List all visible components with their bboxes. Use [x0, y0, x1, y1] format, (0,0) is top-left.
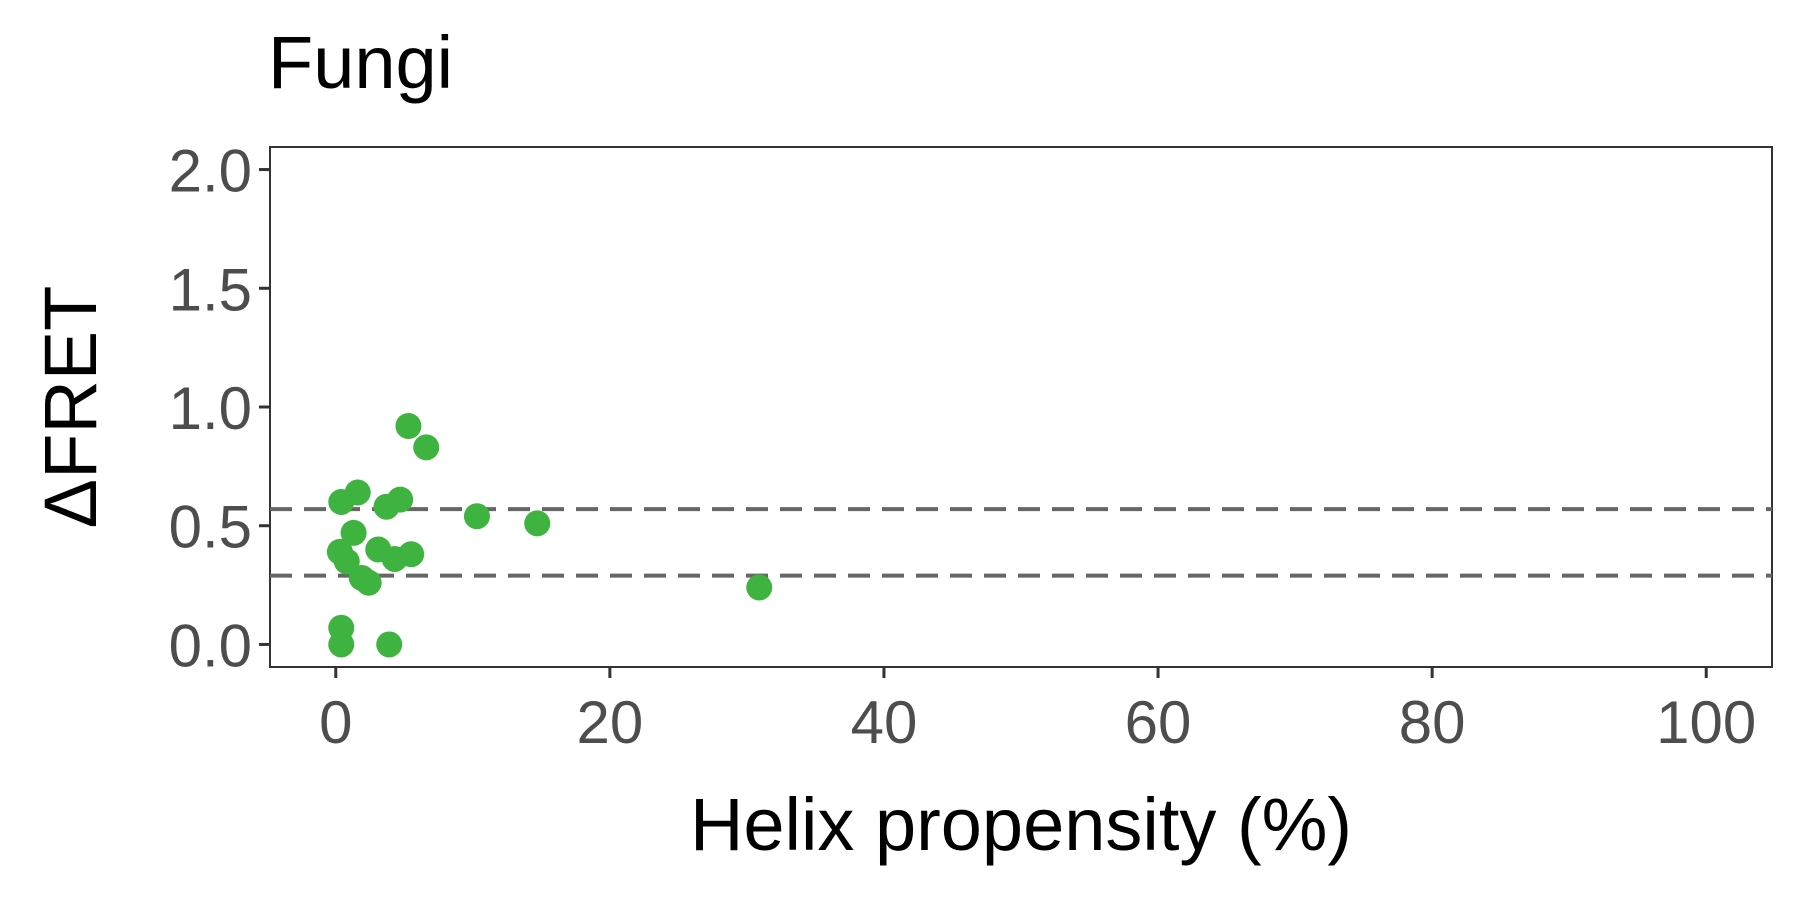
- y-tick-label-4: 2.0: [169, 138, 252, 205]
- data-point-16: [746, 574, 773, 601]
- reference-lines: [270, 507, 1772, 578]
- y-axis: 0.0 0.5 1.0 1.5 2.0: [169, 138, 270, 679]
- y-tick-label-1: 0.5: [169, 494, 252, 561]
- data-point-13: [381, 545, 408, 572]
- data-point-15: [355, 569, 382, 596]
- data-points: [326, 412, 773, 658]
- data-point-8: [340, 519, 367, 546]
- x-tick-label-5: 100: [1656, 689, 1756, 756]
- x-tick-label-1: 20: [576, 689, 643, 756]
- data-point-3: [328, 488, 355, 515]
- data-point-5: [373, 493, 400, 520]
- y-tick-label-3: 1.5: [169, 256, 252, 323]
- chart-title: Fungi: [268, 21, 453, 104]
- data-point-12: [333, 548, 360, 575]
- x-tick-label-4: 80: [1399, 689, 1466, 756]
- x-tick-label-3: 60: [1125, 689, 1192, 756]
- x-axis-title: Helix propensity (%): [690, 783, 1352, 866]
- x-tick-label-0: 0: [319, 689, 352, 756]
- x-tick-label-2: 40: [851, 689, 918, 756]
- x-axis: 0 20 40 60 80 100: [319, 667, 1756, 756]
- data-point-0: [395, 412, 422, 439]
- data-point-19: [376, 631, 403, 658]
- data-point-18: [328, 631, 355, 658]
- y-tick-label-0: 0.0: [169, 612, 252, 679]
- y-axis-title: ΔFRET: [29, 286, 112, 529]
- data-point-6: [463, 503, 490, 530]
- data-point-7: [524, 510, 551, 537]
- plot-panel: [269, 146, 1773, 668]
- y-tick-label-2: 1.0: [169, 375, 252, 442]
- data-point-1: [413, 434, 440, 461]
